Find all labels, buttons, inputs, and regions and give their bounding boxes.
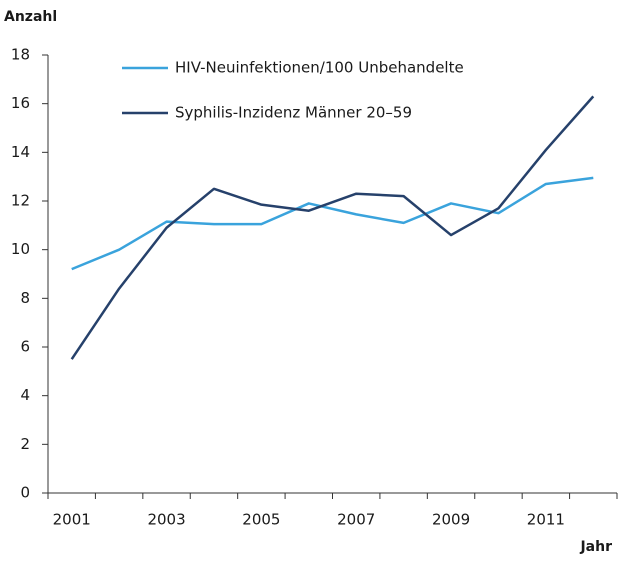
y-tick-label: 18 (11, 46, 30, 64)
x-tick-label: 2011 (527, 511, 565, 529)
y-tick-label: 4 (20, 386, 30, 404)
series-line (70, 95, 595, 360)
y-tick-label: 16 (11, 94, 30, 112)
y-tick-label: 0 (20, 484, 30, 502)
x-tick-label: 2001 (53, 511, 91, 529)
series-line (71, 176, 594, 271)
x-tick-label: 2005 (242, 511, 280, 529)
y-axis-label: Anzahl (4, 9, 57, 25)
x-tick-label: 2007 (337, 511, 375, 529)
y-tick-label: 14 (11, 143, 30, 161)
y-tick-label: 8 (20, 289, 30, 307)
x-tick-label: 2009 (432, 511, 470, 529)
y-tick-label: 6 (20, 338, 30, 356)
y-tick-label: 2 (20, 435, 30, 453)
y-tick-label: 10 (11, 240, 30, 258)
legend-label: Syphilis-Inzidenz Männer 20–59 (175, 104, 412, 122)
x-tick-label: 2003 (147, 511, 185, 529)
legend-label: HIV-Neuinfektionen/100 Unbehandelte (175, 59, 464, 77)
x-axis-label: Jahr (579, 539, 612, 555)
y-tick-label: 12 (11, 192, 30, 210)
